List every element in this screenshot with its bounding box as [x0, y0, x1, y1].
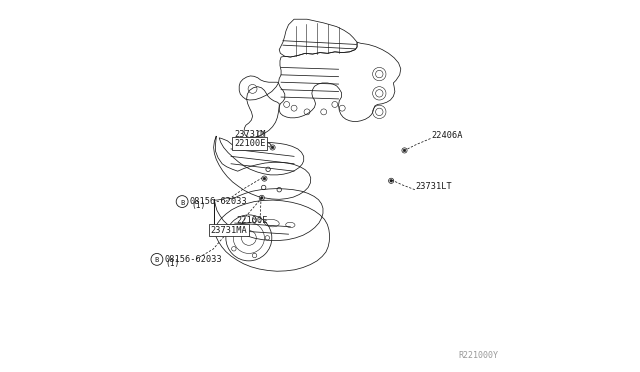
Text: 22100E: 22100E: [236, 216, 268, 225]
Text: 23731LT: 23731LT: [415, 182, 452, 191]
Circle shape: [260, 196, 263, 199]
Text: 08156-62033: 08156-62033: [189, 197, 247, 206]
Text: 23731MA: 23731MA: [211, 226, 248, 235]
Text: 22406A: 22406A: [431, 131, 463, 140]
Text: (1): (1): [191, 201, 205, 210]
Circle shape: [262, 176, 267, 181]
Text: 08156-62033: 08156-62033: [164, 255, 222, 264]
Circle shape: [263, 177, 266, 180]
Circle shape: [270, 145, 275, 150]
Circle shape: [259, 195, 264, 201]
Text: 22100E: 22100E: [234, 139, 266, 148]
Text: B: B: [155, 257, 159, 263]
Circle shape: [403, 149, 406, 152]
Circle shape: [402, 148, 407, 153]
Circle shape: [390, 180, 392, 182]
Circle shape: [271, 146, 274, 149]
Text: 23731M: 23731M: [234, 130, 266, 139]
Text: (1): (1): [165, 259, 179, 269]
Text: B: B: [180, 200, 184, 206]
Circle shape: [230, 228, 232, 231]
Circle shape: [388, 178, 394, 183]
Circle shape: [228, 227, 234, 232]
Text: R221000Y: R221000Y: [458, 351, 498, 360]
